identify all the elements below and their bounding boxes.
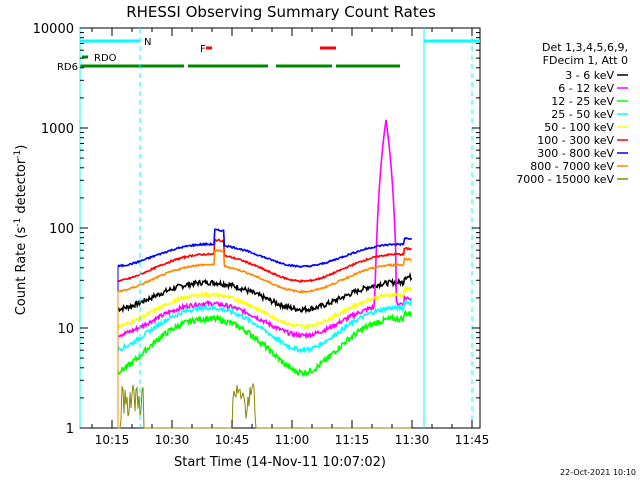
chart-title: RHESSI Observing Summary Count Rates: [126, 3, 436, 21]
legend-label-0: 3 - 6 keV: [565, 69, 614, 82]
y-axis-title-prefix: Count Rate (s: [14, 227, 29, 316]
flag-layer: N F RDO RD6: [57, 28, 480, 428]
axes-layer: 10:15 10:30 10:45 11:00 11:15 11:30 11:45 1 10 10…: [33, 22, 490, 447]
legend-label-4: 50 - 100 keV: [544, 121, 614, 134]
legend-label-7: 800 - 7000 keV: [530, 160, 614, 173]
series-line-1: [117, 119, 413, 340]
series-line-8: [118, 382, 412, 429]
legend-label-1: 6 - 12 keV: [558, 82, 614, 95]
y-tick-label: 1000: [41, 122, 74, 137]
x-tick-label: 10:15: [95, 433, 130, 447]
series-layer: [117, 119, 413, 429]
y-tick-label: 1: [66, 422, 74, 437]
y-axis-title-sup2: -1: [13, 150, 23, 159]
flare-flag-label: F: [200, 44, 206, 55]
x-tick-label: 11:15: [335, 433, 370, 447]
series-line-3: [117, 299, 413, 355]
legend-header-line-2: FDecim 1, Att 0: [543, 54, 628, 67]
y-axis-title-mid: detector: [14, 158, 29, 218]
y-axis-title-suffix: ): [14, 145, 29, 150]
x-tick-label: 10:45: [215, 433, 250, 447]
rd6-flag-label: RD6: [57, 62, 78, 73]
rdo-flag-label: RDO: [94, 53, 117, 64]
legend-label-3: 25 - 50 keV: [551, 108, 614, 121]
legend-label-8: 7000 - 15000 keV: [516, 173, 614, 186]
y-tick-label: 100: [49, 222, 74, 237]
x-tick-label: 10:30: [155, 433, 190, 447]
legend-label-5: 100 - 300 keV: [537, 134, 614, 147]
legend-label-2: 12 - 25 keV: [551, 95, 614, 108]
legend-label-6: 300 - 800 keV: [537, 147, 614, 160]
legend: Det 1,3,4,5,6,9, FDecim 1, Att 0 3 - 6 k…: [516, 41, 628, 186]
y-tick-label: 10000: [33, 22, 74, 37]
x-axis-title: Start Time (14-Nov-11 10:07:02): [174, 455, 386, 470]
series-line-5: [117, 238, 412, 283]
series-line-0: [117, 271, 413, 314]
series-line-6: [117, 228, 413, 269]
legend-header-line-1: Det 1,3,4,5,6,9,: [542, 41, 628, 54]
x-tick-label: 11:45: [455, 433, 490, 447]
night-flag-label: N: [144, 37, 151, 48]
x-tick-label: 11:00: [275, 433, 310, 447]
series-line-2: [117, 309, 412, 378]
y-axis-title: Count Rate (s-1 detector-1): [13, 145, 29, 316]
footer-timestamp: 22-Oct-2021 10:10: [560, 468, 636, 477]
series-line-7: [117, 249, 412, 294]
x-tick-label: 11:30: [395, 433, 430, 447]
series-line-4: [117, 285, 412, 330]
y-tick-label: 10: [57, 322, 74, 337]
y-axis-title-sup1: -1: [13, 218, 23, 227]
